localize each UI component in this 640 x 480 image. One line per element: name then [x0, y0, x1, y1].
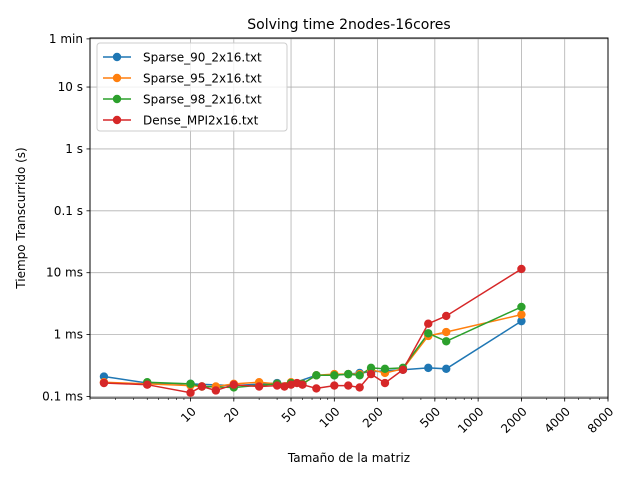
chart-title: Solving time 2nodes-16cores: [247, 17, 450, 33]
data-point: [186, 379, 195, 389]
data-point: [280, 382, 289, 391]
legend-marker: [112, 73, 122, 83]
data-point: [517, 310, 526, 319]
data-point: [344, 381, 353, 390]
data-point: [355, 371, 364, 380]
y-tick-label: 10 s: [58, 80, 83, 94]
y-axis-ticks: 0.1 ms 1 ms 10 ms 0.1 s 1 s 10 s 1 min: [42, 32, 90, 403]
data-point: [229, 380, 239, 389]
data-point: [330, 381, 339, 390]
data-point: [424, 319, 433, 328]
legend-box: [96, 42, 288, 132]
data-point: [424, 329, 433, 338]
data-point: [380, 364, 390, 374]
data-point: [298, 380, 307, 389]
data-point: [312, 371, 321, 380]
data-point: [398, 365, 408, 374]
data-point: [143, 380, 152, 389]
y-tick-label: 1 s: [65, 142, 83, 156]
data-point: [442, 364, 451, 374]
data-point: [366, 369, 376, 379]
legend-label: Dense_MPI2x16.txt: [143, 114, 259, 128]
y-tick-label: 0.1 s: [54, 204, 83, 218]
y-tick-label: 1 ms: [54, 328, 83, 342]
data-point: [366, 363, 376, 373]
data-point: [517, 264, 526, 274]
data-point: [344, 369, 353, 379]
legend: Sparse_90_2x16.txt Sparse_95_2x16.txt Spar…: [96, 42, 288, 132]
legend-marker: [112, 52, 122, 62]
data-point: [272, 381, 282, 390]
data-point: [99, 378, 109, 388]
legend-label: Sparse_98_2x16.txt: [143, 93, 262, 107]
data-point: [517, 316, 526, 326]
data-point: [330, 371, 339, 380]
legend-marker: [112, 94, 122, 104]
y-tick-label: 1 min: [49, 32, 83, 46]
y-tick-label: 0.1 ms: [42, 389, 83, 403]
data-point: [211, 386, 221, 395]
x-axis-label: Tamaño de la matriz: [287, 451, 410, 465]
y-axis-label: Tiempo Transcurrido (s): [14, 147, 28, 289]
plot-frame: [89, 37, 609, 399]
legend-label: Sparse_95_2x16.txt: [143, 72, 262, 86]
data-point: [517, 302, 526, 312]
y-tick-label: 10 ms: [46, 266, 83, 280]
data-point: [186, 388, 195, 397]
data-point: [442, 311, 451, 321]
data-point: [380, 378, 390, 388]
series-points: [99, 264, 526, 397]
data-point: [442, 327, 451, 337]
data-point: [197, 382, 207, 391]
legend-label: Sparse_90_2x16.txt: [143, 51, 262, 65]
data-point: [254, 382, 264, 391]
data-point: [355, 383, 364, 392]
data-point: [424, 363, 433, 373]
legend-marker: [112, 115, 122, 125]
data-point: [442, 337, 451, 346]
data-point: [312, 384, 321, 393]
